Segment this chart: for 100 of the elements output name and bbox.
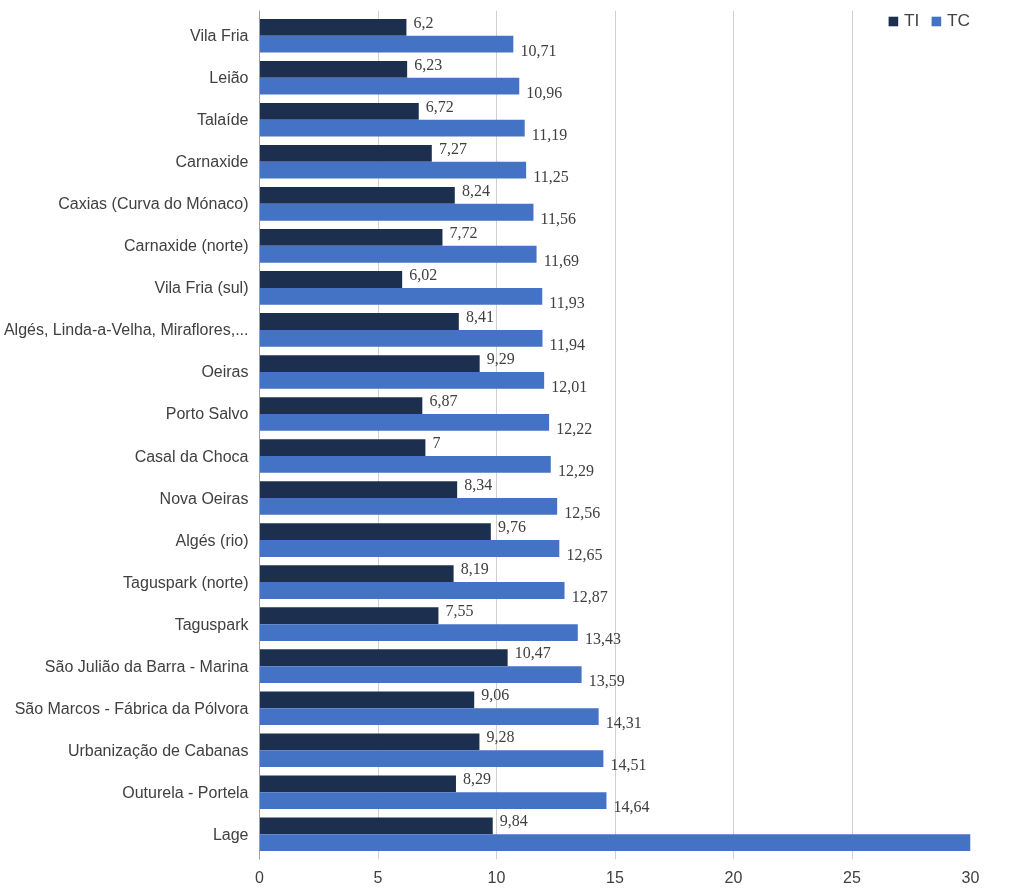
- bar: [259, 498, 558, 515]
- data-label: 6,02: [409, 265, 438, 283]
- bar: [259, 18, 407, 36]
- bar: [259, 834, 971, 852]
- bar: [259, 313, 459, 330]
- bar: [259, 624, 578, 641]
- x-tick-label: 25: [843, 868, 861, 886]
- y-tick-label: Taguspark (norte): [123, 573, 249, 591]
- data-label: 6,87: [429, 392, 458, 410]
- data-label: 13,43: [584, 630, 621, 648]
- y-tick-label: Vila Fria: [190, 27, 249, 45]
- data-label: 12,65: [566, 546, 603, 564]
- data-label: 11,56: [540, 210, 576, 228]
- bar: [259, 750, 604, 768]
- bar: [259, 119, 525, 137]
- y-tick-label: Algés (rio): [175, 531, 249, 549]
- bar: [259, 565, 454, 583]
- bar: [259, 792, 607, 810]
- bar: [259, 733, 480, 751]
- data-label: 14,64: [613, 798, 650, 816]
- legend-label: TI: [903, 10, 921, 31]
- data-label: 6,23: [414, 55, 443, 73]
- data-label: 10,71: [520, 41, 557, 59]
- data-label: 8,34: [464, 476, 493, 494]
- bar: [259, 540, 560, 557]
- bar: [259, 523, 491, 541]
- y-tick-label: Talaíde: [196, 111, 249, 129]
- y-tick-label: São Marcos - Fábrica da Pólvora: [14, 699, 249, 717]
- data-label: 12,01: [551, 378, 588, 396]
- y-tick-label: São Julião da Barra - Marina: [44, 657, 249, 675]
- bar: [259, 481, 458, 499]
- x-tick-label: 5: [373, 868, 383, 886]
- data-label: 12,87: [571, 588, 608, 606]
- y-tick-label: Carnaxide: [175, 153, 249, 171]
- data-label: 6,2: [413, 13, 434, 31]
- data-label: 9,28: [486, 728, 515, 746]
- y-tick-label: Outurela - Portela: [122, 783, 249, 801]
- data-label: 8,19: [460, 560, 489, 578]
- bar: [259, 708, 599, 725]
- data-label: 11,94: [549, 336, 585, 354]
- y-tick-label: Nova Oeiras: [159, 489, 249, 507]
- bar: [259, 102, 419, 120]
- x-tick-label: 30: [961, 868, 980, 886]
- data-label: 7,72: [449, 223, 478, 241]
- bar: [259, 187, 455, 204]
- data-label: 12,29: [557, 462, 594, 480]
- data-label: 14,51: [610, 756, 647, 774]
- data-label: 9,76: [497, 518, 526, 536]
- data-label: 7: [432, 434, 441, 452]
- data-label: 14,31: [605, 714, 642, 732]
- x-tick-label: 0: [255, 868, 265, 886]
- bar: [259, 229, 443, 246]
- bar: [259, 817, 493, 835]
- bar: [259, 649, 508, 667]
- bar: [259, 607, 439, 625]
- bar: [259, 666, 582, 683]
- data-label: 9,29: [486, 350, 515, 368]
- y-tick-label: Carnaxide (norte): [124, 237, 249, 255]
- y-tick-label: Algés, Linda-a-Velha, Miraflores,...: [3, 321, 249, 339]
- legend-label: TC: [946, 10, 970, 31]
- data-label: 8,29: [463, 770, 492, 788]
- bar: [259, 775, 456, 793]
- bar: [259, 145, 432, 162]
- bar: [259, 691, 475, 709]
- bar: [259, 287, 543, 305]
- y-tick-label: Casal da Choca: [134, 447, 249, 465]
- data-label: 12,22: [556, 420, 593, 438]
- x-tick-label: 10: [487, 868, 506, 886]
- y-tick-label: Lage: [212, 825, 249, 843]
- bar: [259, 203, 534, 221]
- y-tick-label: Taguspark: [174, 615, 250, 633]
- x-tick-label: 15: [606, 868, 624, 886]
- data-label: 10,96: [526, 83, 563, 101]
- y-tick-label: Vila Fria (sul): [154, 279, 249, 297]
- data-label: 11,19: [531, 125, 568, 143]
- y-tick-label: Porto Salvo: [165, 405, 249, 423]
- data-label: 12,56: [564, 504, 601, 522]
- data-label: 13,59: [588, 672, 625, 690]
- x-tick-label: 20: [724, 868, 743, 886]
- data-label: 6,72: [425, 97, 454, 115]
- data-label: 11,69: [543, 252, 580, 270]
- bar: [259, 456, 551, 473]
- data-label: 8,41: [465, 307, 494, 325]
- bar: [259, 245, 537, 263]
- bar: [259, 371, 545, 389]
- bar: [259, 413, 550, 431]
- data-label: 9,84: [499, 812, 528, 830]
- data-label: 10,47: [514, 644, 551, 662]
- bar: [259, 397, 423, 414]
- bar: [259, 582, 565, 599]
- bar: [259, 35, 514, 53]
- data-label: 9,06: [481, 686, 510, 704]
- bar: [259, 60, 408, 78]
- data-label: 11,25: [533, 168, 569, 186]
- y-tick-label: Urbanização de Cabanas: [67, 741, 249, 759]
- bar: [259, 161, 527, 179]
- bar: [259, 355, 480, 372]
- data-label: 8,24: [461, 181, 490, 199]
- data-label: 11,93: [549, 294, 585, 312]
- y-tick-label: Leião: [209, 69, 249, 87]
